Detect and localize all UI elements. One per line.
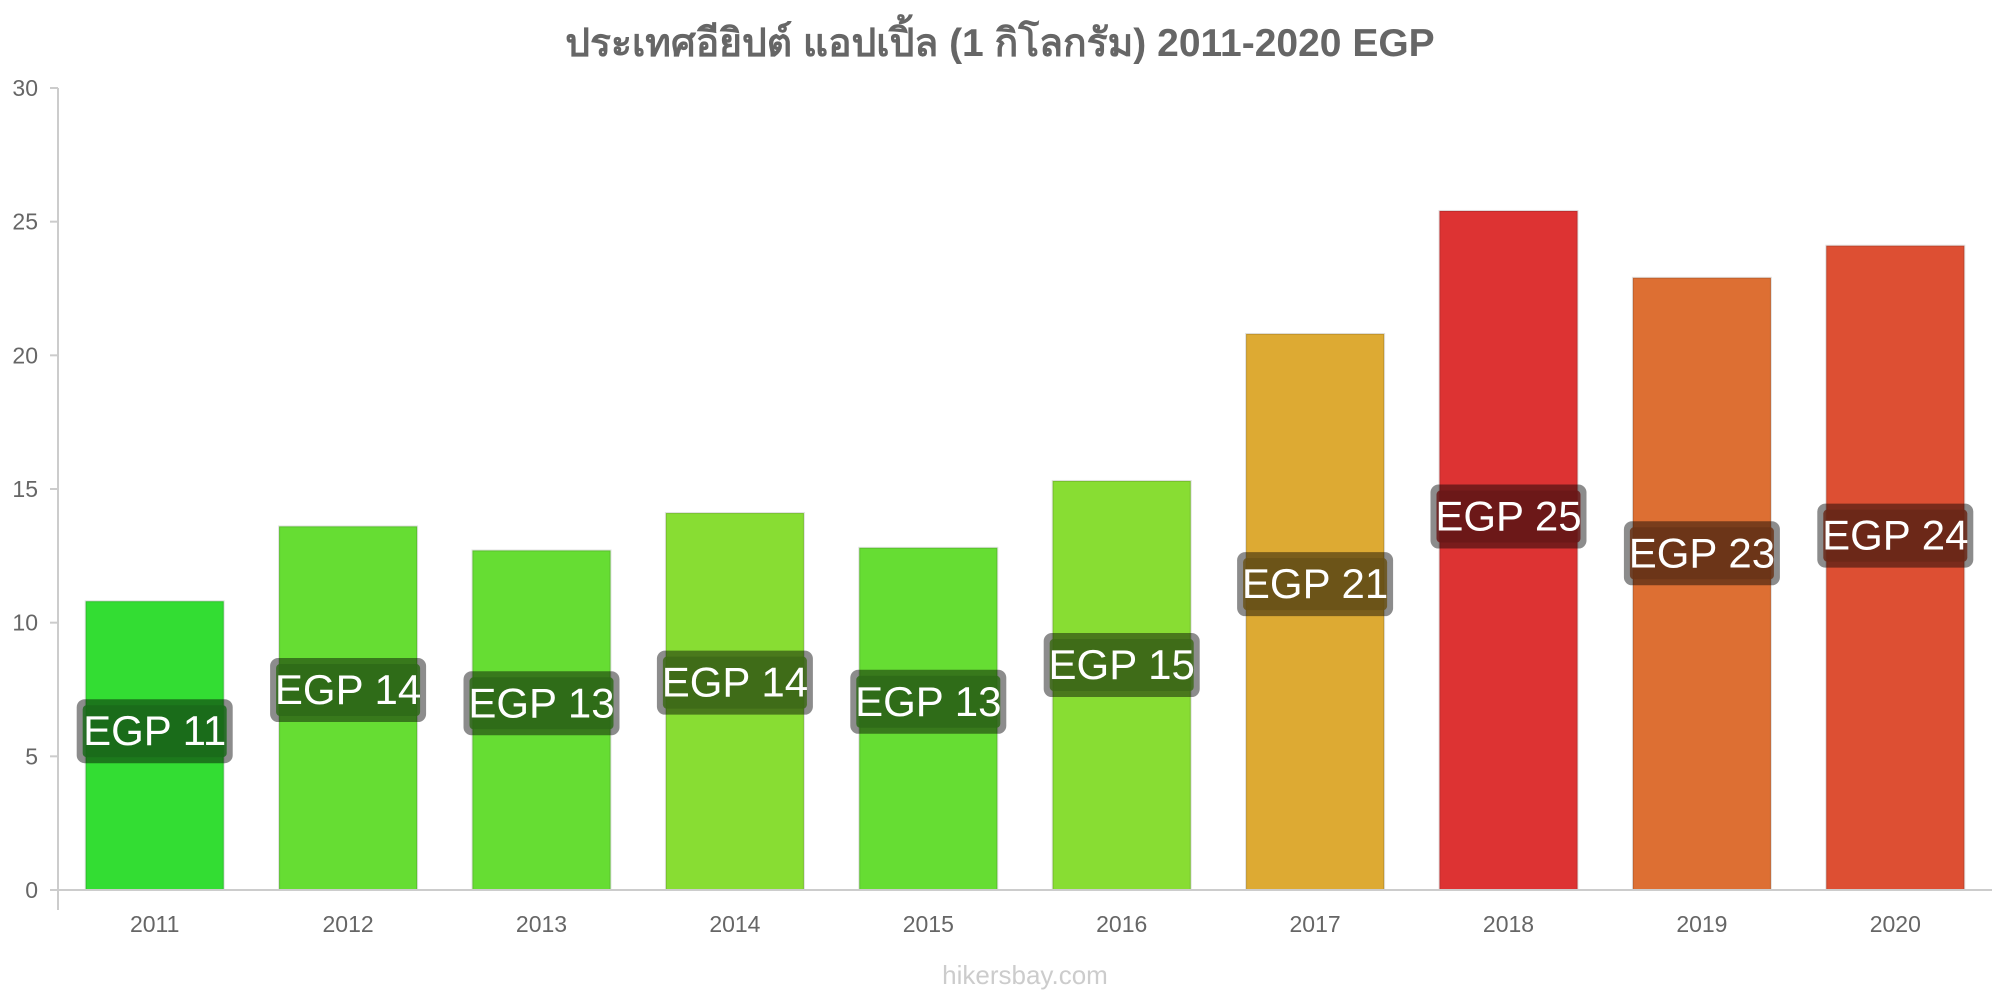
data-label: EGP 25	[1435, 493, 1581, 540]
data-label: EGP 13	[855, 678, 1001, 725]
y-tick-label: 5	[25, 743, 38, 769]
x-tick-label: 2017	[1290, 911, 1341, 937]
data-label-fill	[1049, 639, 1194, 692]
data-label-fill	[82, 705, 227, 758]
data-label: EGP 23	[1629, 529, 1775, 576]
x-tick-label: 2012	[323, 911, 374, 937]
data-label: EGP 14	[662, 659, 808, 706]
data-label: EGP 11	[83, 707, 226, 754]
x-axis: 2011 2012 2013 2014 2015 2016 2017 2018 2019 2020	[58, 889, 1992, 937]
x-tick-label: 2020	[1870, 911, 1921, 937]
data-label-fill	[469, 677, 614, 730]
y-tick-label: 0	[25, 877, 38, 903]
x-tick-label: 2013	[516, 911, 567, 937]
data-label: EGP 24	[1822, 512, 1968, 559]
x-tick-label: 2011	[130, 911, 179, 937]
data-label: EGP 15	[1049, 641, 1195, 688]
y-tick-label: 20	[12, 342, 38, 368]
x-tick-label: 2014	[709, 911, 760, 937]
bar	[1438, 209, 1579, 891]
data-label-fill	[856, 675, 1001, 728]
data-label-fill	[1436, 490, 1581, 543]
chart-title: ประเทศอียิปต์ แอปเปิ้ล (1 กิโลกรัม) 2011…	[565, 14, 1434, 65]
bar	[1825, 244, 1966, 891]
y-tick-label: 30	[12, 75, 38, 101]
x-tick-label: 2016	[1096, 911, 1147, 937]
data-label-fill	[276, 664, 421, 717]
y-tick-label: 10	[12, 610, 38, 636]
y-tick-label: 15	[12, 476, 38, 502]
data-label-fill	[1243, 558, 1388, 611]
data-label: EGP 13	[468, 679, 614, 726]
data-label-fill	[1823, 509, 1968, 562]
watermark: hikersbay.com	[942, 960, 1108, 990]
data-labels: EGP 11 EGP 14 EGP 13 EGP 14 EGP 13 EGP 15 EGP …	[76, 484, 1974, 764]
data-label-fill	[1629, 527, 1774, 580]
x-tick-label: 2015	[903, 911, 954, 937]
data-label: EGP 21	[1242, 560, 1388, 607]
y-axis: 0 5 10 15 20 25 30	[12, 75, 59, 910]
data-label-fill	[662, 656, 807, 709]
bar	[1245, 332, 1386, 891]
data-label: EGP 14	[275, 666, 421, 713]
x-tick-label: 2018	[1483, 911, 1534, 937]
y-tick-label: 25	[12, 209, 38, 235]
x-tick-label: 2019	[1676, 911, 1727, 937]
